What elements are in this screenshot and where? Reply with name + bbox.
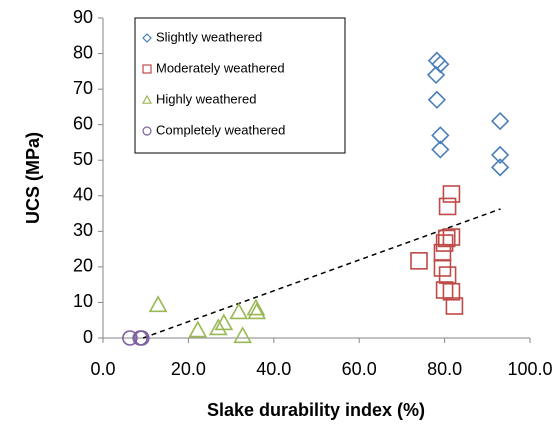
point	[410, 252, 428, 270]
legend-label: Completely weathered	[156, 122, 285, 137]
point	[445, 297, 464, 315]
legend-label: Slightly weathered	[156, 29, 262, 44]
point	[437, 229, 456, 248]
legend-marker	[142, 126, 152, 136]
y-tick-label: 10	[73, 291, 93, 311]
point	[442, 185, 461, 203]
point	[188, 320, 208, 338]
point	[208, 318, 228, 336]
y-tick-label: 70	[73, 78, 93, 98]
point	[247, 302, 267, 320]
x-tick-label: 20.0	[171, 359, 206, 379]
legend-marker	[142, 33, 152, 43]
y-tick-label: 90	[73, 7, 93, 27]
point	[214, 313, 234, 331]
legend-marker	[142, 64, 152, 74]
point	[431, 140, 450, 159]
point	[134, 330, 150, 346]
x-tick-label: 80.0	[427, 359, 462, 379]
point	[438, 266, 457, 284]
point	[435, 281, 454, 299]
point	[426, 65, 446, 85]
point	[433, 259, 452, 277]
point	[490, 158, 510, 177]
point	[490, 111, 510, 131]
x-axis-title: Slake durability index (%)	[207, 400, 425, 420]
point	[438, 197, 457, 216]
point	[148, 295, 168, 313]
x-tick-label: 100.0	[507, 359, 552, 379]
legend-label: Highly weathered	[156, 91, 256, 106]
legend-marker	[141, 94, 153, 104]
point	[435, 234, 454, 252]
y-tick-label: 0	[83, 327, 93, 347]
y-tick-label: 50	[73, 149, 93, 169]
legend-label: Moderately weathered	[156, 60, 285, 75]
point	[442, 228, 461, 246]
y-tick-label: 40	[73, 185, 93, 205]
y-axis-title: UCS (MPa)	[23, 132, 43, 224]
y-tick-label: 60	[73, 113, 93, 133]
y-tick-label: 20	[73, 256, 93, 276]
point	[490, 145, 510, 165]
point	[427, 90, 447, 109]
y-tick-label: 30	[73, 220, 93, 240]
x-tick-label: 60.0	[342, 359, 377, 379]
point	[442, 282, 461, 301]
point	[431, 126, 450, 145]
y-tick-label: 80	[73, 42, 93, 62]
point	[229, 302, 249, 320]
point	[246, 298, 266, 316]
legend	[134, 17, 346, 154]
point	[233, 326, 252, 344]
point	[122, 330, 138, 346]
x-tick-label: 0.0	[90, 359, 115, 379]
x-tick-label: 40.0	[256, 359, 291, 379]
